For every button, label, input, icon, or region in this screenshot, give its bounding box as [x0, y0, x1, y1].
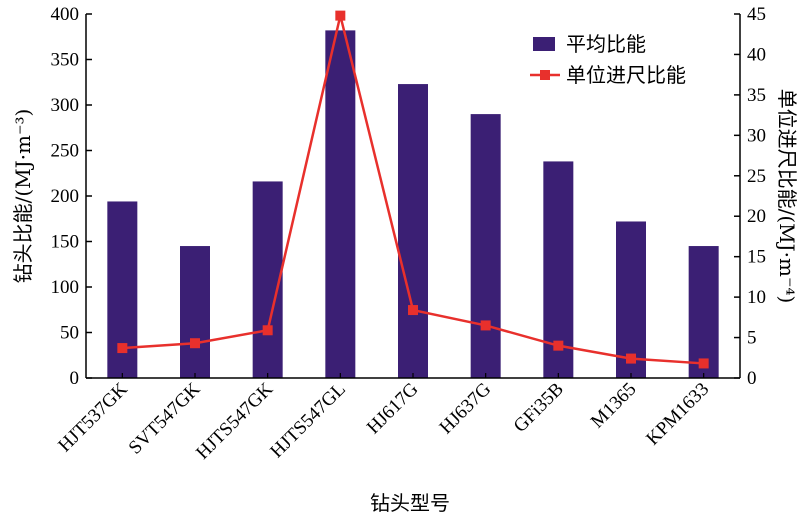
x-tick-label: GFi35B: [510, 379, 568, 437]
left-tick-label: 50: [60, 323, 79, 344]
right-axis-title: 单位进尺比能/(MJ·m⁻⁴): [775, 89, 799, 304]
line-marker-m1365: [626, 353, 636, 364]
line-series: [117, 10, 709, 369]
right-tick-label: 25: [747, 166, 766, 187]
x-tick-label: SVT547GK: [125, 378, 205, 458]
left-tick-label: 0: [70, 368, 80, 389]
right-tick-label: 5: [747, 328, 757, 349]
line-marker-hjt537gk: [117, 343, 128, 354]
line-marker-hjts547gk: [262, 325, 273, 336]
legend-swatch-marker: [540, 70, 550, 80]
x-tick-label: M1365: [587, 379, 641, 433]
line-marker-hj637g: [480, 320, 491, 331]
bar-svt547gk: [180, 246, 210, 378]
right-tick-label: 40: [747, 44, 766, 65]
left-tick-label: 350: [51, 50, 80, 71]
left-axis-ticks: 0 50 100 150 200 250 300 350 400: [51, 4, 92, 389]
bar-kpm1633: [688, 246, 719, 378]
right-tick-label: 20: [747, 206, 766, 227]
left-tick-label: 300: [51, 95, 80, 116]
legend-label-line: 单位进尺比能: [566, 63, 686, 87]
bar-hj617g: [398, 84, 428, 378]
right-tick-label: 30: [747, 125, 766, 146]
line-marker-hj617g: [408, 305, 418, 316]
right-tick-label: 10: [747, 287, 766, 308]
left-tick-label: 400: [51, 4, 80, 25]
legend-label-bar: 平均比能: [566, 32, 646, 56]
legend-swatch-bar: [533, 37, 555, 51]
right-axis-ticks: 0 5 10 15 20 25 30 35 40 45: [734, 4, 766, 389]
line-marker-kpm1633: [698, 358, 709, 369]
bar-m1365: [616, 221, 646, 378]
x-axis-title: 钻头型号: [370, 491, 450, 515]
left-axis-title: 钻头比能/(MJ·m⁻³): [11, 109, 35, 284]
line-marker-gfi35b: [553, 340, 564, 351]
bar-hjts547gl: [325, 30, 356, 378]
x-tick-label: HJTS547GK: [192, 378, 277, 463]
left-tick-label: 250: [51, 141, 80, 162]
line-marker-svt547gk: [190, 338, 200, 349]
bars: [107, 30, 719, 378]
left-tick-label: 100: [51, 277, 80, 298]
x-tick-label: HJT537GK: [54, 378, 132, 456]
bar-hjts547gk: [252, 181, 283, 378]
right-tick-label: 15: [747, 247, 766, 268]
left-tick-label: 200: [51, 186, 80, 207]
left-tick-label: 150: [51, 232, 80, 253]
right-tick-label: 0: [747, 368, 757, 389]
x-tick-label: HJ637G: [436, 378, 496, 438]
right-tick-label: 35: [747, 85, 766, 106]
legend: 平均比能 单位进尺比能: [530, 32, 686, 87]
line-marker-hjts547gl: [335, 10, 346, 21]
bar-hj637g: [470, 114, 501, 378]
x-tick-label: KPM1633: [642, 379, 713, 450]
right-tick-label: 45: [747, 4, 766, 25]
x-tick-label: HJ617G: [363, 378, 423, 438]
x-tick-label: HJTS547GL: [266, 379, 350, 463]
